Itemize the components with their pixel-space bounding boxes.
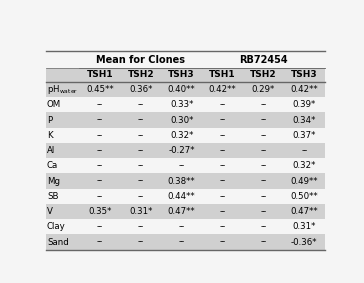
Text: 0.49**: 0.49**	[290, 177, 318, 186]
Text: 0.39*: 0.39*	[293, 100, 316, 109]
Text: 0.34*: 0.34*	[293, 115, 316, 125]
Text: --: --	[219, 131, 226, 140]
Text: --: --	[301, 146, 308, 155]
Text: Al: Al	[47, 146, 55, 155]
Text: -0.27*: -0.27*	[169, 146, 195, 155]
Text: --: --	[260, 115, 266, 125]
Text: 0.31*: 0.31*	[293, 222, 316, 231]
Text: 0.40**: 0.40**	[168, 85, 195, 94]
Text: --: --	[138, 146, 144, 155]
Text: RB72454: RB72454	[239, 55, 288, 65]
Text: --: --	[178, 237, 185, 246]
Text: --: --	[219, 100, 226, 109]
Text: P: P	[47, 115, 52, 125]
Text: pH$_\mathrm{water}$: pH$_\mathrm{water}$	[47, 83, 78, 96]
Text: -0.36*: -0.36*	[291, 237, 317, 246]
Text: 0.47**: 0.47**	[290, 207, 318, 216]
Text: TSH3: TSH3	[168, 70, 195, 79]
Text: TSH2: TSH2	[250, 70, 277, 79]
Text: --: --	[178, 161, 185, 170]
Text: 0.36*: 0.36*	[129, 85, 153, 94]
Text: 0.42**: 0.42**	[209, 85, 236, 94]
Text: Ca: Ca	[47, 161, 58, 170]
Bar	[46, 204, 325, 219]
Text: K: K	[47, 131, 52, 140]
Text: --: --	[219, 115, 226, 125]
Text: TSH1: TSH1	[209, 70, 236, 79]
Bar	[46, 173, 325, 189]
Text: --: --	[97, 177, 103, 186]
Text: 0.37*: 0.37*	[293, 131, 316, 140]
Text: --: --	[97, 115, 103, 125]
Text: 0.44**: 0.44**	[168, 192, 195, 201]
Text: --: --	[260, 161, 266, 170]
Text: TSH3: TSH3	[291, 70, 318, 79]
Text: --: --	[219, 222, 226, 231]
Text: --: --	[97, 161, 103, 170]
Text: 0.33*: 0.33*	[170, 100, 193, 109]
Text: --: --	[97, 146, 103, 155]
Text: --: --	[260, 100, 266, 109]
Text: --: --	[138, 237, 144, 246]
Text: Clay: Clay	[47, 222, 66, 231]
Text: --: --	[219, 237, 226, 246]
Text: Mg: Mg	[47, 177, 60, 186]
Bar	[46, 143, 325, 158]
Text: --: --	[260, 207, 266, 216]
Text: --: --	[219, 177, 226, 186]
Text: --: --	[219, 192, 226, 201]
Text: 0.50**: 0.50**	[290, 192, 318, 201]
Text: --: --	[260, 146, 266, 155]
Text: --: --	[138, 161, 144, 170]
Text: 0.47**: 0.47**	[168, 207, 195, 216]
Text: 0.35*: 0.35*	[88, 207, 111, 216]
Bar	[46, 82, 325, 97]
Bar	[46, 234, 325, 250]
Text: 0.32*: 0.32*	[170, 131, 193, 140]
Text: --: --	[138, 177, 144, 186]
Text: --: --	[138, 222, 144, 231]
Text: --: --	[138, 100, 144, 109]
Text: --: --	[138, 131, 144, 140]
Text: --: --	[260, 237, 266, 246]
Text: 0.38**: 0.38**	[168, 177, 195, 186]
Text: TSH1: TSH1	[87, 70, 113, 79]
Text: --: --	[219, 207, 226, 216]
Text: --: --	[260, 177, 266, 186]
Text: 0.45**: 0.45**	[86, 85, 114, 94]
Text: --: --	[219, 146, 226, 155]
Text: --: --	[260, 192, 266, 201]
Text: --: --	[219, 161, 226, 170]
Bar	[46, 112, 325, 128]
Text: 0.29*: 0.29*	[252, 85, 275, 94]
Bar	[46, 68, 325, 82]
Text: V: V	[47, 207, 53, 216]
Text: --: --	[260, 222, 266, 231]
Text: 0.42**: 0.42**	[290, 85, 318, 94]
Text: --: --	[97, 222, 103, 231]
Text: Mean for Clones: Mean for Clones	[96, 55, 185, 65]
Text: --: --	[97, 237, 103, 246]
Text: --: --	[138, 115, 144, 125]
Text: SB: SB	[47, 192, 58, 201]
Text: OM: OM	[47, 100, 61, 109]
Text: --: --	[260, 131, 266, 140]
Text: Sand: Sand	[47, 237, 69, 246]
Text: --: --	[97, 100, 103, 109]
Text: --: --	[97, 131, 103, 140]
Text: 0.30*: 0.30*	[170, 115, 193, 125]
Text: 0.32*: 0.32*	[293, 161, 316, 170]
Text: --: --	[178, 222, 185, 231]
Text: 0.31*: 0.31*	[129, 207, 153, 216]
Text: --: --	[138, 192, 144, 201]
Text: --: --	[97, 192, 103, 201]
Text: TSH2: TSH2	[127, 70, 154, 79]
